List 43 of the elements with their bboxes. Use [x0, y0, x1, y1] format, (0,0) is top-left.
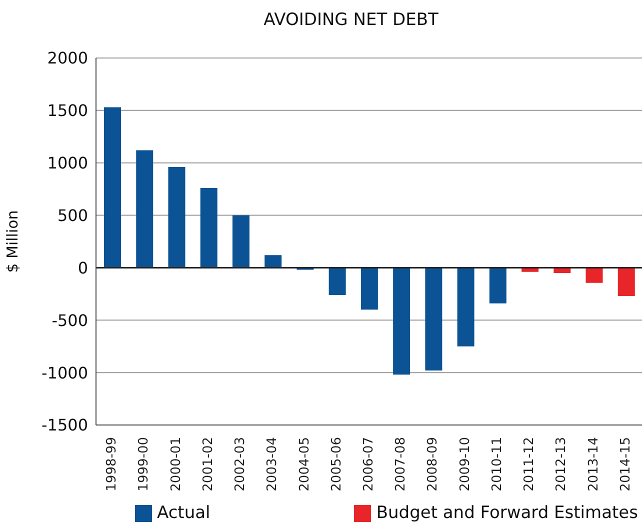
- bar: [489, 268, 506, 304]
- y-tick-label: 1000: [47, 154, 88, 173]
- bar: [168, 167, 186, 268]
- x-tick-label: 2011-12: [522, 437, 538, 492]
- y-axis-title: $ Million: [3, 210, 22, 273]
- legend-label: Budget and Forward Estimates: [375, 503, 638, 523]
- x-tick-label: 2007-08: [394, 437, 409, 492]
- bar: [618, 268, 635, 296]
- y-tick-label: 1500: [47, 101, 88, 120]
- x-tick-label: 2012-13: [554, 437, 570, 492]
- x-tick-label: 1999-00: [136, 437, 152, 492]
- x-tick-label: 2005-06: [329, 437, 344, 492]
- x-tick-label: 2013-14: [586, 437, 602, 492]
- legend-label: Actual: [156, 503, 210, 523]
- x-tick-label: 2003-04: [265, 437, 280, 492]
- x-tick-label: 2014-15: [618, 437, 634, 492]
- y-tick-label: -1500: [42, 416, 88, 435]
- x-tick-label: 2010-11: [490, 437, 505, 492]
- bar: [328, 268, 346, 295]
- y-tick-label: -500: [52, 310, 88, 330]
- x-tick-label: 2004-05: [297, 437, 312, 492]
- x-tick-label: 2006-07: [362, 437, 376, 492]
- bar: [104, 107, 121, 268]
- x-tick-label: 2009-10: [458, 437, 473, 492]
- x-tick-label: 2002-03: [233, 437, 248, 492]
- bar: [586, 268, 603, 283]
- bar: [264, 255, 282, 268]
- x-tick-label: 2001-02: [200, 437, 216, 492]
- y-tick-label: 0: [78, 258, 88, 278]
- bar: [200, 188, 218, 268]
- bar: [136, 150, 154, 268]
- bar: [425, 268, 442, 370]
- bar: [457, 268, 474, 346]
- y-tick-label: 500: [57, 206, 88, 225]
- y-tick-label: 2000: [47, 48, 88, 68]
- x-tick-label: 2000-01: [168, 437, 184, 492]
- x-tick-label: 1998-99: [104, 437, 120, 492]
- y-tick-label: -1000: [42, 363, 88, 382]
- bar: [360, 268, 378, 310]
- bar: [393, 268, 410, 375]
- bar: [232, 215, 250, 268]
- chart-title: AVOIDING NET DEBT: [262, 10, 440, 30]
- x-tick-label: 2008-09: [426, 437, 441, 492]
